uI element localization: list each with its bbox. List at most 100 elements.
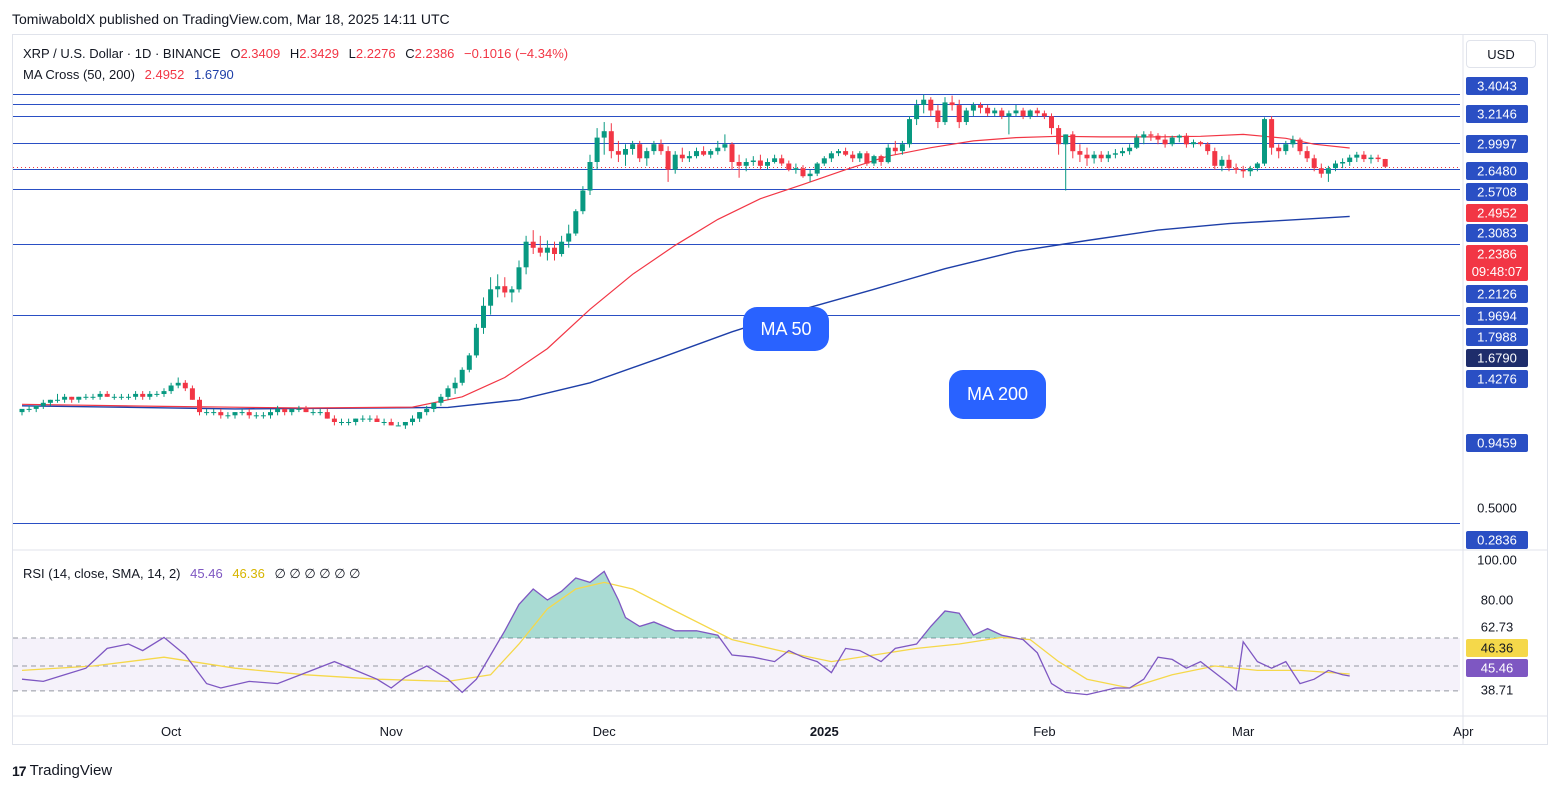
price-axis-label: 46.36: [1481, 641, 1514, 656]
candle-up: [147, 393, 153, 397]
candle-down: [608, 131, 614, 152]
candle-down: [956, 105, 962, 123]
candle-down: [1077, 151, 1083, 155]
ma50-annotation[interactable]: MA 50: [743, 307, 829, 351]
candle-up: [76, 396, 82, 400]
candle-up: [26, 408, 32, 410]
price-axis-label: 80.00: [1481, 593, 1514, 608]
candle-up: [253, 415, 259, 417]
candle-down: [324, 412, 330, 419]
candle-down: [1070, 134, 1076, 152]
candle-up: [395, 425, 401, 427]
candle-up: [828, 153, 834, 159]
candle-up: [580, 190, 586, 212]
close-label: C: [405, 46, 415, 61]
low-label: L: [348, 46, 356, 61]
price-axis-label-bg: [1466, 307, 1528, 325]
price-axis-label: 1.7988: [1477, 330, 1517, 345]
tradingview-logo-icon: 17: [12, 762, 27, 779]
candle-down: [1098, 154, 1104, 159]
candle-up: [62, 396, 68, 400]
candle-down: [552, 247, 557, 254]
candle-down: [800, 168, 806, 177]
price-axis-label: 0.5000: [1477, 501, 1517, 516]
candle-down: [1162, 139, 1168, 145]
candle-down: [864, 153, 870, 164]
candle-down: [928, 99, 934, 111]
candle-up: [289, 408, 295, 413]
price-axis-label: 38.71: [1481, 683, 1514, 698]
candle-up: [836, 151, 841, 154]
price-axis-label-bg: [1466, 77, 1528, 95]
candle-down: [757, 160, 763, 166]
price-axis-label: 3.4043: [1477, 79, 1517, 94]
candle-up: [410, 418, 415, 422]
candle-down: [843, 151, 849, 155]
candle-up: [1105, 154, 1111, 159]
price-axis-label: 2.2386: [1477, 247, 1517, 262]
candle-down: [701, 151, 707, 155]
candle-up: [367, 418, 373, 420]
symbol-legend: XRP / U.S. Dollar · 1D · BINANCE O2.3409…: [23, 46, 568, 61]
candle-down: [1056, 128, 1062, 145]
rsi-overbought-fill: [500, 571, 720, 638]
candle-up: [154, 393, 160, 395]
tradingview-footer[interactable]: 17 TradingView: [12, 762, 112, 779]
candle-down: [1233, 168, 1239, 170]
candle-up: [623, 149, 628, 155]
candles-layer: [19, 94, 1388, 429]
candle-up: [672, 154, 678, 170]
candle-up: [310, 412, 316, 414]
ma-legend: MA Cross (50, 200) 2.4952 1.6790: [23, 67, 234, 82]
candle-up: [630, 144, 636, 149]
currency-button[interactable]: USD: [1466, 40, 1536, 68]
candle-up: [473, 327, 479, 356]
candle-down: [679, 154, 685, 159]
price-axis-label: 0.9459: [1477, 436, 1517, 451]
candle-up: [694, 151, 699, 157]
candle-up: [111, 396, 117, 398]
candle-up: [970, 105, 976, 111]
candle-up: [346, 422, 352, 423]
candle-down: [878, 156, 884, 162]
price-axis-label-bg: [1466, 349, 1528, 367]
candle-up: [97, 393, 103, 397]
candle-up: [573, 211, 579, 234]
chart-frame: [12, 34, 1548, 745]
candle-up: [1169, 137, 1175, 145]
price-axis-label-bg: [1466, 531, 1528, 549]
candle-up: [1347, 157, 1353, 162]
candle-down: [637, 144, 643, 159]
candle-up: [772, 158, 778, 162]
candle-up: [907, 119, 912, 145]
x-tick-label: Apr: [1453, 724, 1474, 739]
rsi-layer: [13, 570, 1460, 696]
candle-down: [1318, 168, 1324, 174]
candle-down: [246, 412, 252, 416]
candle-down: [1041, 113, 1047, 117]
candle-up: [360, 418, 366, 420]
candle-up: [1368, 157, 1374, 160]
candle-up: [260, 415, 266, 417]
candle-up: [1219, 159, 1225, 166]
candle-down: [985, 107, 991, 114]
candle-up: [90, 396, 96, 398]
price-axis-label: 2.6480: [1477, 164, 1517, 179]
x-tick-label: 2025: [810, 724, 839, 739]
grid-layer: [13, 34, 1548, 745]
price-axis-label: 62.73: [1481, 620, 1514, 635]
candle-up: [353, 418, 359, 422]
candle-up: [722, 144, 728, 148]
candle-up: [686, 156, 692, 159]
candle-up: [1254, 163, 1260, 169]
candle-up: [814, 163, 820, 174]
ma200-annotation[interactable]: MA 200: [949, 370, 1046, 419]
rsi-sma-line: [21, 581, 1350, 689]
candle-up: [1354, 154, 1360, 158]
candle-up: [19, 408, 25, 413]
ma50-value: 2.4952: [144, 67, 185, 82]
candle-up: [55, 399, 60, 401]
open-value: 2.3409: [240, 46, 281, 61]
candle-down: [182, 382, 188, 389]
